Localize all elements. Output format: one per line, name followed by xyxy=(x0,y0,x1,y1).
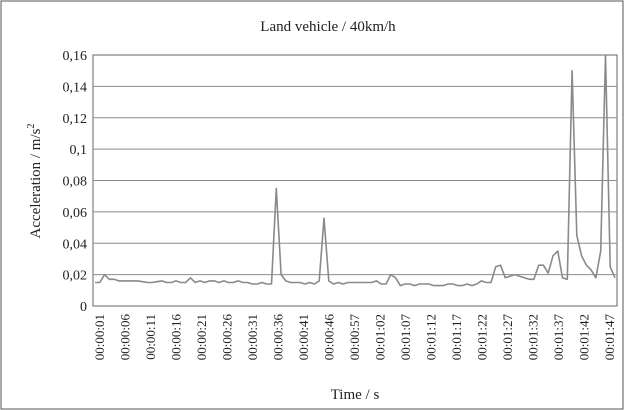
x-tick-label: 00:00:16 xyxy=(169,314,184,361)
y-tick-label: 0,12 xyxy=(63,112,88,127)
y-axis-label-sup: 2 xyxy=(26,124,37,129)
x-tick-label: 00:01:17 xyxy=(449,314,464,361)
x-tick-label: 00:00:31 xyxy=(245,314,260,360)
x-tick-label: 00:00:06 xyxy=(118,314,133,361)
x-tick-label: 00:01:07 xyxy=(398,314,413,361)
x-tick-label: 00:01:27 xyxy=(500,314,515,361)
gridlines xyxy=(93,85,617,276)
x-tick-label: 00:00:21 xyxy=(194,314,209,360)
y-tick-label: 0,14 xyxy=(63,80,88,95)
chart-title: Land vehicle / 40km/h xyxy=(260,19,396,35)
x-axis-ticks: 00:00:01 00:00:06 00:00:11 00:00:16 00:00:21… xyxy=(92,314,617,361)
x-tick-label: 00:00:36 xyxy=(271,314,286,361)
x-tick-label: 00:00:57 xyxy=(347,314,362,361)
x-tick-label: 00:00:26 xyxy=(220,314,235,361)
y-axis-ticks: 0 0,02 0,04 0,06 0,08 0,1 0,12 0,14 0,16 xyxy=(63,49,88,315)
x-tick-label: 00:01:22 xyxy=(475,314,490,360)
x-tick-label: 00:00:46 xyxy=(322,314,337,361)
x-tick-label: 00:00:41 xyxy=(296,314,311,360)
x-tick-label: 00:01:42 xyxy=(577,314,592,360)
x-tick-label: 00:01:47 xyxy=(602,314,617,361)
y-tick-label: 0,02 xyxy=(63,269,88,284)
y-tick-label: 0,1 xyxy=(70,143,88,158)
y-tick-label: 0,08 xyxy=(63,175,88,190)
y-tick-label: 0 xyxy=(80,300,87,315)
x-tick-label: 00:01:12 xyxy=(424,314,439,360)
series-line xyxy=(95,54,616,287)
y-tick-label: 0,04 xyxy=(63,237,88,252)
x-tick-label: 00:00:11 xyxy=(143,314,158,360)
y-axis-label-main: Acceleration / m/s xyxy=(28,128,44,238)
y-tick-label: 0,06 xyxy=(63,206,88,221)
x-tick-label: 00:00:01 xyxy=(92,314,107,360)
x-axis-label: Time / s xyxy=(331,387,380,403)
x-tick-label: 00:01:02 xyxy=(373,314,388,360)
y-axis-label: Acceleration / m/s2 xyxy=(26,124,44,239)
y-tick-label: 0,16 xyxy=(63,49,88,64)
x-tick-label: 00:01:32 xyxy=(526,314,541,360)
x-tick-label: 00:01:37 xyxy=(551,314,566,361)
